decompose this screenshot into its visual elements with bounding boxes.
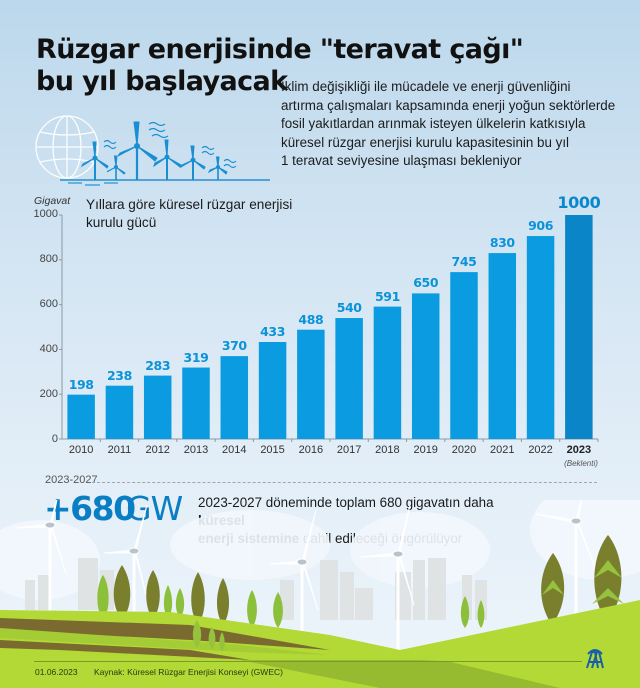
bar <box>143 375 172 439</box>
forecast-value: +680 <box>44 489 136 528</box>
bar <box>373 306 402 439</box>
bar <box>335 318 363 439</box>
y-tick: 600 <box>39 298 58 310</box>
bar-value-label: 540 <box>336 300 362 316</box>
x-tick-year: 2010 <box>68 444 94 456</box>
bar <box>297 329 325 439</box>
bar-value-label: 283 <box>145 357 171 373</box>
intro-line: fosil yakıtlardan arınmak isteyen ülkele… <box>281 116 586 131</box>
x-tick-year: 2023 <box>566 444 592 456</box>
y-axis-unit: Gigavat <box>34 195 71 207</box>
footer-date: 01.06.2023 <box>35 667 78 677</box>
x-tick-year: 2011 <box>107 444 132 456</box>
x-tick-year: 2017 <box>336 444 362 456</box>
y-tick: 400 <box>39 343 58 355</box>
chart-title-line: kurulu gücü <box>86 215 157 230</box>
bar-value-label: 906 <box>528 218 554 234</box>
x-tick-year: 2012 <box>145 444 170 456</box>
title-line-1: Rüzgar enerjisinde "teravat çağı" <box>36 34 524 65</box>
landscape-illustration <box>0 479 640 688</box>
x-tick-year: 2018 <box>375 444 400 456</box>
chart-title-line: Yıllara göre küresel rüzgar enerjisi <box>86 197 293 212</box>
x-tick-year: 2013 <box>183 444 209 456</box>
forecast-text-part: 2023-2027 döneminde toplam 680 gigavatın… <box>198 495 494 510</box>
intro-text: İklim değişikliği ile mücadele ve enerji… <box>281 78 640 171</box>
bar <box>105 385 134 439</box>
bar-value-label: 650 <box>413 275 439 291</box>
y-tick: 1000 <box>33 208 58 220</box>
bar-value-label: 745 <box>451 254 477 270</box>
x-tick-year: 2022 <box>528 444 553 456</box>
x-tick-year: 2021 <box>490 444 515 456</box>
footer-source: Kaynak: Küresel Rüzgar Enerjisi Konseyi … <box>94 667 283 677</box>
x-tick-year: 2015 <box>260 444 285 456</box>
chart-title: Yıllara göre küresel rüzgar enerjisi kur… <box>86 196 326 232</box>
bar <box>220 356 249 439</box>
bar-value-label: 238 <box>106 367 132 383</box>
bar-value-label: 319 <box>183 349 209 365</box>
intro-line: artırma çalışmaları kapsamında enerji yo… <box>281 97 616 113</box>
dashed-divider <box>92 482 597 483</box>
bar-value-label: 198 <box>68 376 94 392</box>
intro-line: İklim değişikliği ile mücadele ve enerji… <box>281 79 571 94</box>
bar <box>488 253 517 439</box>
bar <box>450 272 478 439</box>
forecast-unit: GW <box>126 489 183 528</box>
x-tick-year: 2016 <box>298 444 324 456</box>
bar <box>411 293 440 439</box>
bar <box>182 367 210 439</box>
x-tick-year: 2020 <box>451 444 477 456</box>
bar <box>526 236 555 439</box>
x-tick-year: 2014 <box>222 444 247 456</box>
bar-value-label: 488 <box>298 311 324 327</box>
bar <box>258 342 287 439</box>
x-tick-year: 2019 <box>413 444 438 456</box>
y-tick: 0 <box>51 433 58 445</box>
intro-line: 1 teravat seviyesine ulaşması bekleniyor <box>281 153 522 168</box>
bar-value-label: 370 <box>221 338 247 354</box>
bar <box>565 215 593 439</box>
globe-and-wind-turbines-icon <box>20 100 270 195</box>
page-title: Rüzgar enerjisinde "teravat çağı" bu yıl… <box>36 34 524 98</box>
title-line-2: bu yıl başlayacak <box>36 66 288 97</box>
bar-value-label: 830 <box>489 235 515 251</box>
intro-line: küresel rüzgar enerjisi kurulu kapasites… <box>281 134 570 150</box>
y-tick: 800 <box>39 253 58 265</box>
bar-value-label: 433 <box>260 324 286 339</box>
y-tick: 200 <box>39 388 58 400</box>
forecast-period: 2023-2027 <box>45 474 98 486</box>
aa-logo-icon <box>584 648 606 675</box>
bar-value-label: 1000 <box>557 193 601 212</box>
footer-divider <box>34 661 582 662</box>
expected-note: (Beklenti) <box>564 459 598 468</box>
bar-value-label: 591 <box>374 288 400 304</box>
bar <box>67 394 95 439</box>
